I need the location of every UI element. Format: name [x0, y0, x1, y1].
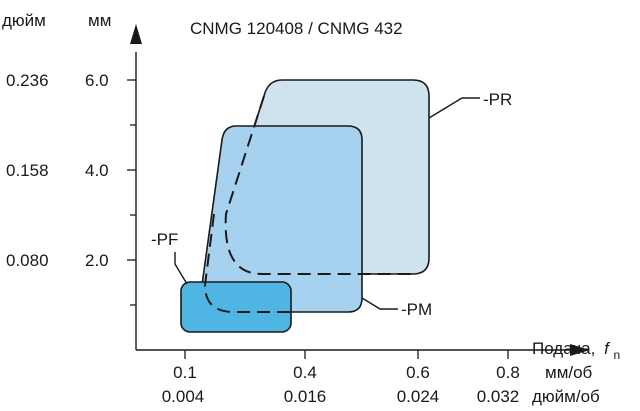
y-tick-label-inch-6: 0.236 — [6, 71, 49, 90]
x-axis-label: Подача, f n — [532, 339, 620, 362]
y-tick-label-mm-4: 4.0 — [85, 161, 109, 180]
x-axis-symbol: f — [604, 339, 611, 358]
x-axis-subscript: n — [614, 348, 621, 362]
chart-title: CNMG 120408 / CNMG 432 — [190, 19, 403, 38]
label-pf: -PF — [151, 230, 178, 249]
x-tick-label-mm-0-4: 0.4 — [293, 363, 317, 382]
label-pr: -PR — [483, 90, 512, 109]
y-unit-inch: дюйм — [2, 11, 46, 30]
x-tick-label-mm-0-8: 0.8 — [496, 363, 520, 382]
leader-pf — [174, 252, 188, 285]
x-axis-arrow — [570, 344, 590, 356]
x-tick-label-mm-0-6: 0.6 — [406, 363, 430, 382]
region-pr-hidden-edge — [224, 95, 412, 275]
x-axis-unit-mm: мм/об — [545, 363, 593, 382]
x-tick-label-inch-0-4: 0.016 — [284, 387, 327, 406]
label-pm: -PM — [401, 300, 432, 319]
leader-pr — [428, 97, 480, 119]
leader-pm — [361, 297, 398, 310]
x-tick-label-inch-0-8: 0.032 — [477, 387, 520, 406]
y-tick-label-mm-2: 2.0 — [85, 251, 109, 270]
x-axis-unit-inch: дюйм/об — [532, 387, 600, 406]
y-tick-label-inch-2: 0.080 — [6, 251, 49, 270]
x-tick-label-inch-0-1: 0.004 — [162, 387, 205, 406]
y-tick-label-mm-6: 6.0 — [85, 71, 109, 90]
region-pm-hidden-edge — [203, 213, 290, 313]
y-tick-label-inch-4: 0.158 — [6, 161, 49, 180]
y-unit-mm: мм — [88, 11, 111, 30]
x-tick-label-inch-0-6: 0.024 — [397, 387, 440, 406]
y-axis-arrow — [130, 24, 142, 44]
x-tick-label-mm-0-1: 0.1 — [173, 363, 197, 382]
x-axis-label-text: Подача, — [532, 339, 595, 358]
region-pf — [180, 281, 292, 333]
